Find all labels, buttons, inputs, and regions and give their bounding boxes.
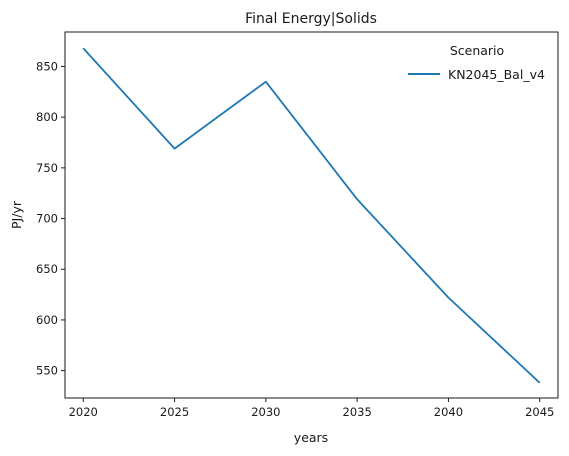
series-line: [82, 47, 541, 384]
chart-title: Final Energy|Solids: [245, 11, 377, 27]
legend: Scenario KN2045_Bal_v4: [408, 43, 545, 82]
y-axis: 550 600 650 700 750 800 850: [36, 59, 65, 378]
x-axis-label: years: [294, 430, 328, 445]
x-tick-label: 2025: [160, 405, 189, 419]
plot-area: [64, 31, 559, 399]
y-tick-label: 750: [36, 161, 58, 175]
x-tick-label: 2040: [434, 405, 463, 419]
x-tick-label: 2030: [251, 405, 280, 419]
series-layer: [82, 47, 541, 384]
y-tick-label: 650: [36, 262, 58, 276]
legend-title: Scenario: [450, 43, 504, 58]
y-tick-label: 600: [36, 313, 58, 327]
x-axis: 2020 2025 2030 2035 2040 2045: [69, 398, 554, 419]
y-tick-label: 800: [36, 110, 58, 124]
y-tick-label: 700: [36, 212, 58, 226]
y-axis-label: PJ/yr: [9, 200, 24, 229]
x-tick-label: 2035: [343, 405, 372, 419]
x-tick-label: 2045: [525, 405, 554, 419]
y-tick-label: 850: [36, 59, 58, 73]
legend-label: KN2045_Bal_v4: [448, 67, 545, 82]
y-tick-label: 550: [36, 364, 58, 378]
x-tick-label: 2020: [69, 405, 98, 419]
